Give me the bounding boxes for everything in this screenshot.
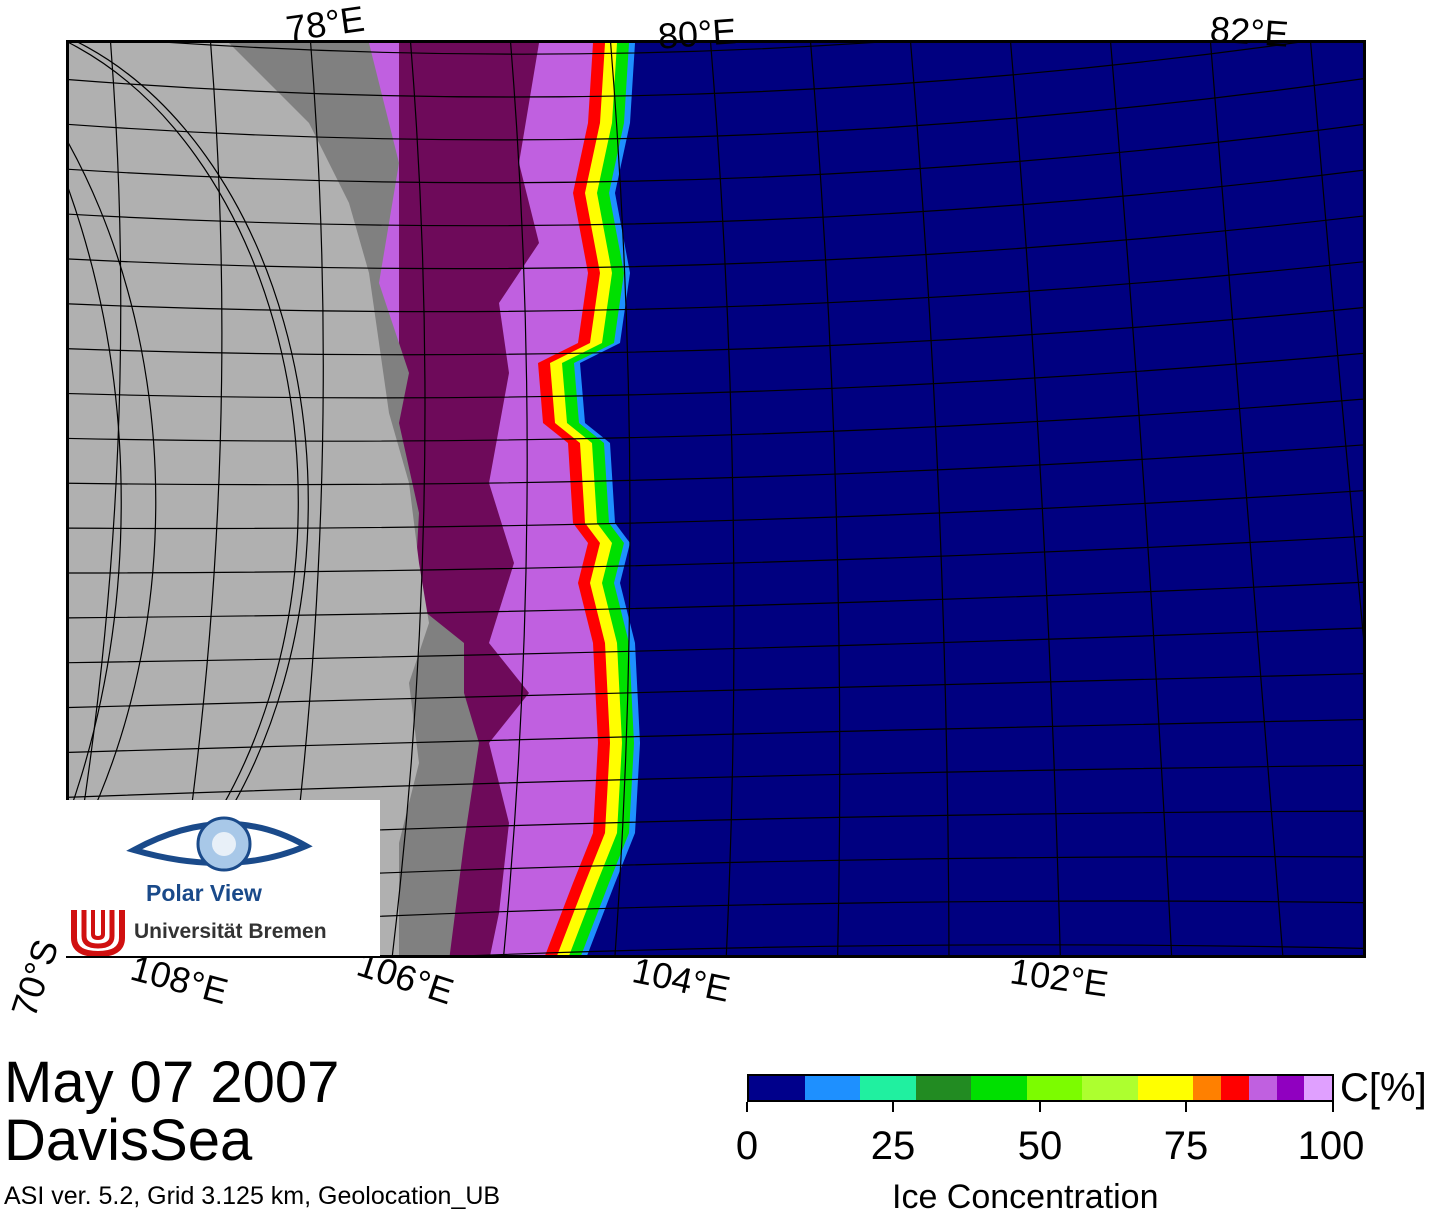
lat-label-70s: 70°S [3, 934, 67, 1022]
parallel-line [69, 169, 1363, 227]
map-date: May 07 2007 [4, 1050, 340, 1115]
colorbar-segment [1137, 1076, 1194, 1100]
parallel-line [69, 444, 1363, 486]
latitude-arc [69, 188, 122, 816]
logo-title: Polar View [146, 880, 262, 906]
meridian-line [710, 43, 735, 955]
colorbar-tick-label: 0 [735, 1124, 759, 1168]
polar-view-logo: Polar View Universität Bremen [66, 800, 380, 956]
colorbar-tick [892, 1102, 894, 1112]
lon-label-108e: 108°E [126, 946, 233, 1013]
meridian-line [1110, 43, 1173, 955]
meridian-line [1310, 43, 1363, 639]
meridian-line [910, 43, 950, 955]
latitude-arc [69, 142, 157, 862]
parallel-line [69, 535, 1363, 574]
parallel-line [69, 123, 1363, 184]
parallel-line [69, 398, 1363, 442]
colorbar-tick [1039, 1102, 1041, 1112]
colorbar-segment [915, 1076, 972, 1100]
algorithm-info: ASI ver. 5.2, Grid 3.125 km, Geolocation… [4, 1182, 501, 1210]
colorbar-segment [1082, 1076, 1138, 1100]
lon-label-104e: 104°E [628, 949, 734, 1010]
colorbar-segment [1026, 1076, 1083, 1100]
sea-ice-layer [69, 43, 1363, 955]
colorbar-segment [1276, 1076, 1305, 1100]
colorbar [747, 1074, 1334, 1102]
lon-label-82e: 82°E [1208, 8, 1290, 55]
colorbar-tick [746, 1102, 748, 1112]
colorbar-tick-label: 100 [1297, 1124, 1365, 1168]
parallel-line [69, 581, 1363, 619]
meridian-line [810, 43, 841, 955]
parallel-line [69, 306, 1363, 356]
colorbar-segment [1193, 1076, 1222, 1100]
colorbar-tick-label: 50 [1017, 1124, 1063, 1168]
meridian-line [391, 43, 426, 955]
region-name: DavisSea [4, 1108, 253, 1173]
parallel-line [69, 43, 1298, 98]
meridian-line [1010, 43, 1061, 955]
colorbar-segment [1304, 1076, 1333, 1100]
parallel-line [69, 215, 1363, 270]
lon-label-102e: 102°E [1007, 950, 1111, 1005]
antarctic-continent [69, 43, 429, 955]
colorbar-segment [860, 1076, 916, 1100]
map-canvas [69, 43, 1363, 955]
colorbar-segment [1248, 1076, 1277, 1100]
colorbar-segment [749, 1076, 805, 1100]
colorbar-title: Ice Concentration [892, 1178, 1159, 1216]
parallel-line [473, 944, 1363, 955]
colorbar-tick-label: 75 [1163, 1124, 1209, 1168]
colorbar-segment [804, 1076, 861, 1100]
parallel-line [69, 261, 1363, 313]
meridian-line [503, 43, 528, 955]
parallel-line [169, 43, 875, 55]
logo-university: Universität Bremen [134, 920, 327, 943]
eye-logo-icon [71, 816, 313, 956]
lon-label-80e: 80°E [656, 10, 738, 57]
ice-concentration-map [66, 40, 1366, 958]
parallel-line [69, 627, 1363, 664]
parallel-line [69, 352, 1363, 399]
colorbar-segment [1221, 1076, 1249, 1100]
colorbar-unit: C[%] [1340, 1066, 1427, 1110]
colorbar-tick-label: 25 [870, 1124, 916, 1168]
parallel-line [69, 78, 1363, 141]
colorbar-tick [1332, 1102, 1334, 1112]
parallel-line [69, 764, 1363, 798]
meridian-line [610, 43, 631, 955]
parallel-line [69, 490, 1363, 530]
colorbar-segment [971, 1076, 1027, 1100]
university-emblem-icon [71, 910, 125, 956]
parallel-line [69, 718, 1363, 754]
colorbar-tick [1185, 1102, 1187, 1112]
